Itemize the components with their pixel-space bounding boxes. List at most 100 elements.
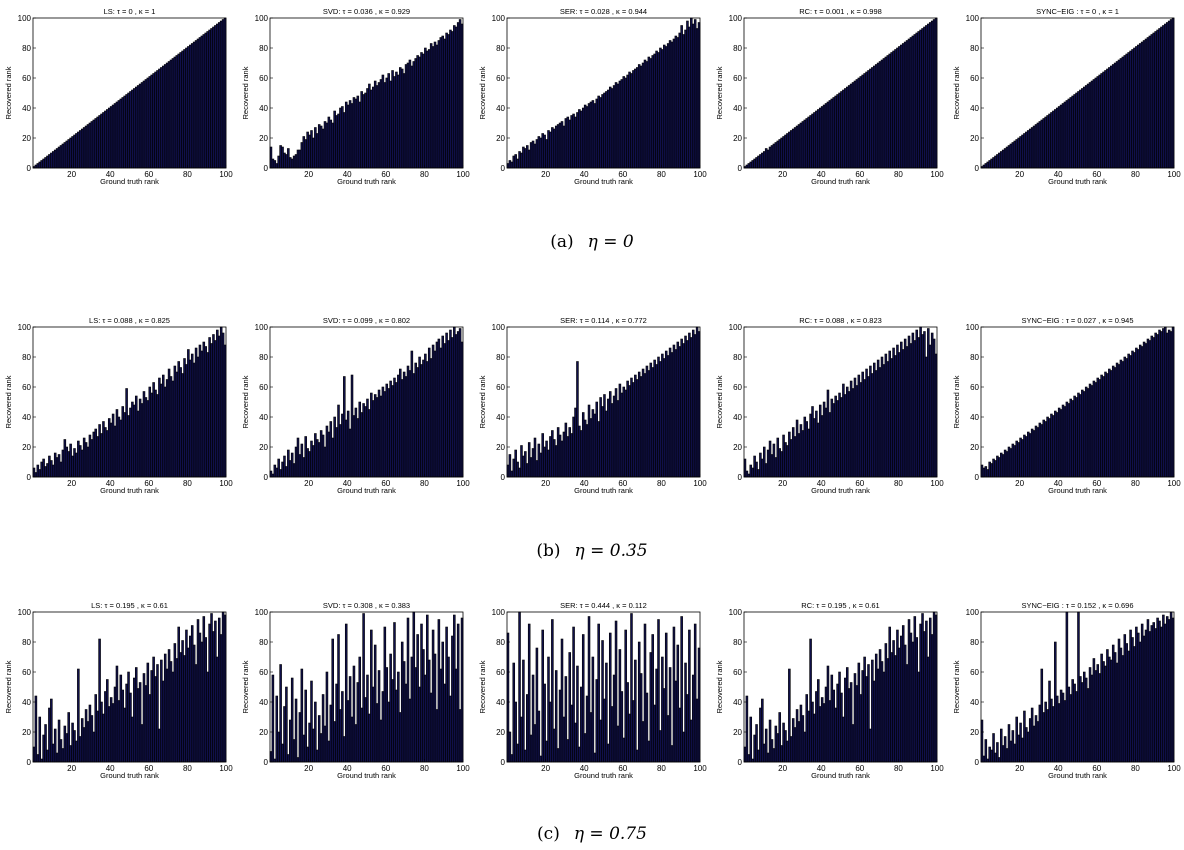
x-tick-label: 100 (693, 479, 707, 488)
chart-title: LS: τ = 0 , κ = 1 (104, 7, 156, 16)
chart-title: RC: τ = 0.195 , κ = 0.61 (801, 601, 879, 610)
bar (749, 716, 753, 763)
y-tick-label: 60 (259, 668, 268, 677)
bar (294, 698, 298, 763)
y-tick-label: 60 (22, 383, 31, 392)
y-tick-label: 60 (733, 74, 742, 83)
chart-title: LS: τ = 0.195 , κ = 0.61 (91, 601, 168, 610)
caption-label: (b) (536, 541, 561, 561)
y-tick-label: 40 (733, 104, 742, 113)
chart-title: SYNC−EIG : τ = 0.027 , κ = 0.945 (1022, 316, 1134, 325)
y-tick-label: 100 (18, 323, 32, 332)
x-tick-label: 40 (1054, 764, 1063, 773)
x-tick-label: 100 (219, 479, 233, 488)
x-tick-label: 20 (1015, 764, 1024, 773)
y-axis-label: Recovered rank (4, 375, 13, 428)
y-tick-label: 20 (970, 443, 979, 452)
axes-box (32, 326, 227, 478)
y-tick-label: 80 (259, 638, 268, 647)
x-tick-label: 80 (1131, 764, 1140, 773)
axes-box (743, 326, 938, 478)
y-tick-label: 40 (259, 104, 268, 113)
y-tick-label: 40 (496, 104, 505, 113)
y-tick-label: 60 (22, 74, 31, 83)
x-tick-label: 80 (183, 170, 192, 179)
y-tick-label: 40 (970, 698, 979, 707)
y-tick-label: 80 (22, 353, 31, 362)
x-tick-label: 60 (144, 764, 153, 773)
y-tick-label: 40 (22, 698, 31, 707)
x-tick-label: 20 (778, 170, 787, 179)
y-tick-label: 80 (496, 44, 505, 53)
y-tick-label: 0 (501, 758, 506, 767)
x-tick-label: 20 (67, 170, 76, 179)
caption-equation: η = 0.35 (574, 541, 648, 561)
y-tick-label: 100 (729, 14, 743, 23)
bar (522, 659, 525, 763)
y-tick-label: 0 (264, 473, 269, 482)
y-axis-label: Recovered rank (478, 375, 487, 428)
x-tick-label: 20 (1015, 479, 1024, 488)
axes-box (269, 611, 464, 763)
bar (38, 716, 42, 763)
bar (34, 695, 38, 763)
x-axis-label: Ground truth rank (1048, 486, 1107, 495)
x-tick-label: 80 (657, 764, 666, 773)
y-tick-label: 60 (733, 383, 742, 392)
y-tick-label: 100 (729, 608, 743, 617)
x-tick-label: 60 (1092, 479, 1101, 488)
chart-panel-rc: 20 40 60 80 100 0 20 40 60 80 100 RC: τ = 0.088 , κ… (715, 316, 944, 495)
chart-panel-ls: 20 40 60 80 100 0 20 40 60 80 100 LS: τ = 0 , κ = 1… (4, 7, 233, 186)
bar (285, 686, 288, 763)
chart-panel-ser: 20 40 60 80 100 0 20 40 60 80 100 SER: τ = 0.444 , … (478, 601, 707, 780)
y-tick-label: 40 (22, 104, 31, 113)
x-tick-label: 20 (778, 479, 787, 488)
y-tick-label: 0 (975, 473, 980, 482)
y-tick-label: 100 (18, 608, 32, 617)
x-tick-label: 80 (183, 479, 192, 488)
x-tick-label: 60 (381, 170, 390, 179)
caption-label: (c) (537, 824, 560, 844)
chart-title: SER: τ = 0.114 , κ = 0.772 (560, 316, 647, 325)
y-tick-label: 80 (970, 44, 979, 53)
axes-box (980, 611, 1175, 763)
axes-box (506, 326, 701, 478)
x-axis-label: Ground truth rank (337, 177, 396, 186)
y-tick-label: 100 (492, 14, 506, 23)
y-axis-label: Recovered rank (241, 375, 250, 428)
x-tick-label: 100 (1167, 764, 1181, 773)
y-tick-label: 0 (975, 758, 980, 767)
y-tick-label: 40 (22, 413, 31, 422)
chart-title: SYNC−EIG : τ = 0.152 , κ = 0.696 (1022, 601, 1134, 610)
bar (271, 674, 275, 763)
chart-title: SYNC−EIG : τ = 0 , κ = 1 (1036, 7, 1119, 16)
y-tick-label: 100 (729, 323, 743, 332)
x-tick-label: 40 (1054, 170, 1063, 179)
x-tick-label: 80 (657, 170, 666, 179)
chart-title: RC: τ = 0.001 , κ = 0.998 (799, 7, 882, 16)
chart-panel-ser: 20 40 60 80 100 0 20 40 60 80 100 SER: τ = 0.114 , … (478, 316, 707, 495)
x-axis-label: Ground truth rank (100, 771, 159, 780)
axes-box (506, 611, 701, 763)
y-tick-label: 20 (259, 443, 268, 452)
y-tick-label: 60 (259, 383, 268, 392)
axes-box (269, 17, 464, 169)
x-axis-label: Ground truth rank (1048, 177, 1107, 186)
y-axis-label: Recovered rank (952, 66, 961, 119)
x-axis-label: Ground truth rank (1048, 771, 1107, 780)
x-tick-label: 60 (381, 479, 390, 488)
y-tick-label: 60 (496, 668, 505, 677)
x-tick-label: 100 (219, 764, 233, 773)
y-tick-label: 20 (22, 728, 31, 737)
x-tick-label: 40 (817, 170, 826, 179)
y-tick-label: 20 (733, 134, 742, 143)
y-tick-label: 40 (733, 413, 742, 422)
y-tick-label: 0 (27, 758, 32, 767)
bar (591, 656, 595, 763)
x-tick-label: 100 (693, 170, 707, 179)
x-tick-label: 80 (1131, 170, 1140, 179)
y-axis-label: Recovered rank (4, 66, 13, 119)
x-axis-label: Ground truth rank (574, 177, 633, 186)
chart-panel-ls: 20 40 60 80 100 0 20 40 60 80 100 LS: τ = 0.088 , κ… (4, 316, 233, 495)
